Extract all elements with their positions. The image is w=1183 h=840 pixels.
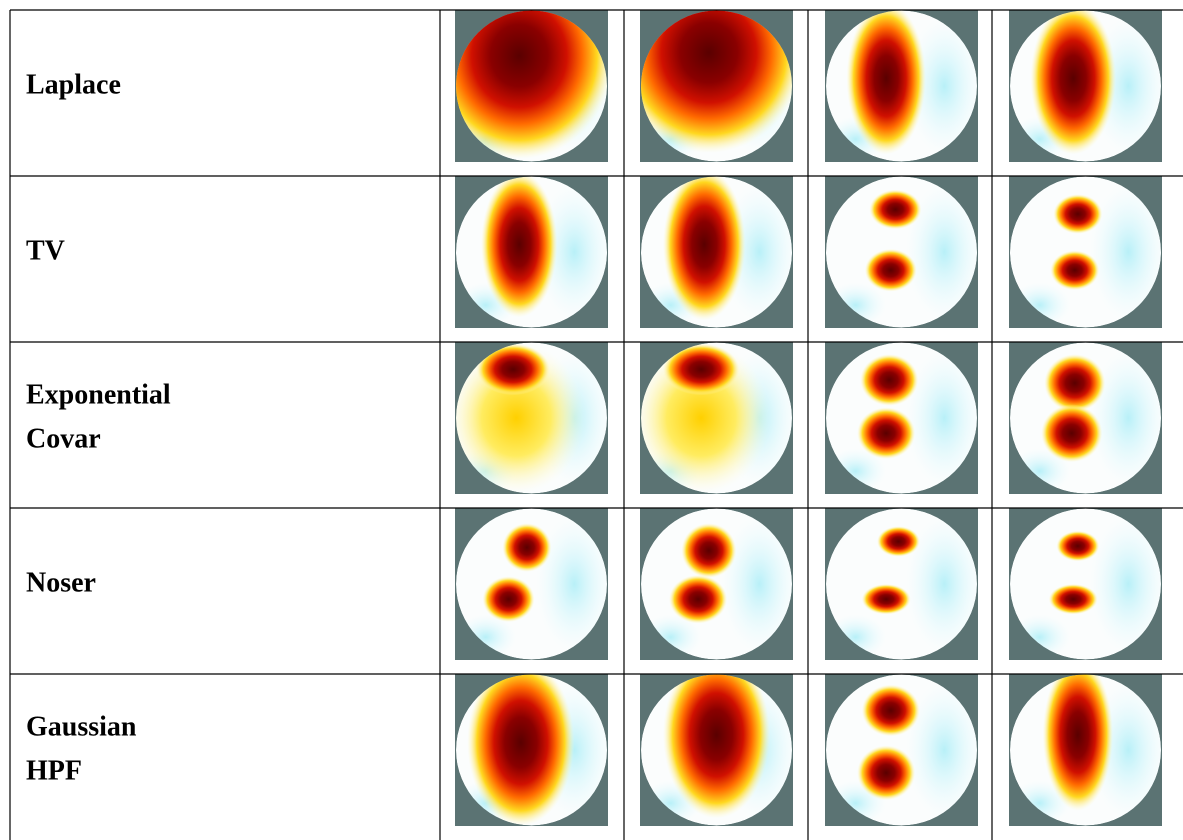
- reconstruction-image: [640, 176, 793, 328]
- reconstruction-image: [640, 342, 793, 494]
- reconstruction-image: [1009, 674, 1162, 826]
- reconstruction-image: [455, 10, 608, 162]
- reconstruction-image: [1009, 508, 1162, 660]
- reconstruction-image: [455, 176, 608, 328]
- row-label: Gaussian: [26, 711, 137, 742]
- reconstruction-image: [640, 508, 793, 660]
- reconstruction-image: [825, 342, 978, 494]
- reconstruction-image: [825, 176, 978, 328]
- reconstruction-image: [1009, 176, 1162, 328]
- reconstruction-image: [1009, 342, 1162, 494]
- reconstruction-image: [825, 10, 978, 162]
- reconstruction-image: [1009, 10, 1162, 162]
- reconstruction-image: [455, 508, 608, 660]
- reconstruction-image: [455, 342, 608, 494]
- row-label: HPF: [26, 755, 82, 786]
- row-label: Laplace: [26, 69, 121, 100]
- reconstruction-image: [640, 674, 793, 826]
- row-label: Covar: [26, 423, 101, 454]
- reconstruction-image: [825, 674, 978, 826]
- row-label: Exponential: [26, 379, 171, 410]
- reconstruction-image: [455, 674, 608, 826]
- reconstruction-image: [640, 10, 793, 162]
- reconstruction-image: [825, 508, 978, 660]
- row-label: Noser: [26, 567, 96, 598]
- row-label: TV: [26, 235, 65, 266]
